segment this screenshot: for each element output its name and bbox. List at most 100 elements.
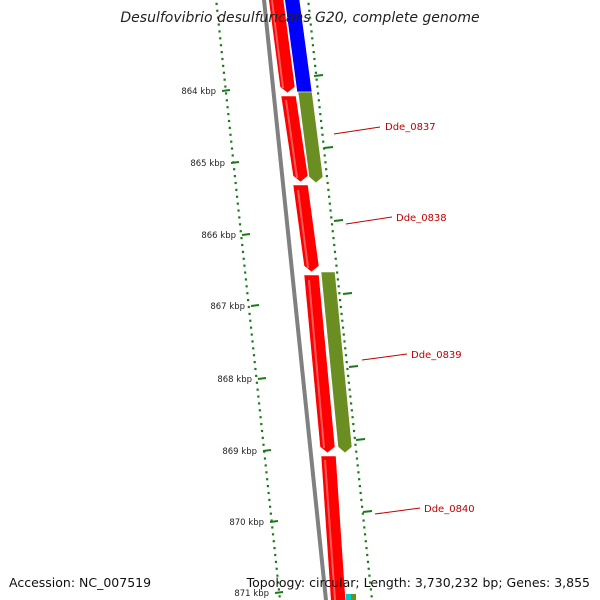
ruler-minor-tick — [219, 44, 223, 47]
outer-track-tick — [350, 402, 353, 405]
outer-track-tick — [316, 85, 319, 88]
ruler-minor-tick — [217, 23, 220, 26]
outer-track-tick — [357, 471, 360, 474]
outer-track-tick — [360, 498, 363, 501]
ruler-minor-tick — [225, 99, 228, 102]
ruler-minor-tick — [261, 436, 264, 439]
outer-track-tick — [331, 230, 334, 233]
ruler-minor-tick — [240, 237, 243, 240]
outer-track-tick — [336, 271, 339, 274]
outer-track-tick — [310, 30, 313, 33]
ruler-minor-tick — [274, 560, 278, 563]
ruler-minor-tick — [243, 264, 246, 267]
gene-highlight — [285, 99, 298, 179]
outer-track-tick — [314, 64, 317, 67]
ruler-minor-tick — [270, 519, 273, 522]
ruler-minor-tick — [219, 37, 222, 40]
gene-highlight — [308, 279, 325, 449]
outer-track-major-tick — [313, 74, 324, 77]
feature-segment-olive[interactable] — [297, 91, 324, 184]
outer-track-tick — [346, 367, 349, 371]
ruler-minor-tick — [273, 547, 276, 550]
outer-track-tick — [363, 533, 367, 536]
ruler-minor-tick — [225, 92, 228, 95]
outer-track-tick — [363, 526, 366, 529]
outer-track-tick — [336, 278, 339, 281]
ruler-minor-tick — [278, 595, 281, 598]
outer-track-tick — [342, 333, 345, 336]
outer-track-tick — [321, 133, 324, 136]
gene-label-dde_0838[interactable]: Dde_0838 — [396, 213, 447, 224]
outer-track-tick — [339, 299, 342, 302]
ruler-minor-tick — [252, 354, 256, 357]
ruler-tick-label: 867 kbp — [210, 302, 245, 312]
outer-track-tick — [347, 381, 350, 384]
ruler-major-tick — [269, 520, 279, 523]
ruler-minor-tick — [276, 574, 279, 577]
feature-segment-olive-small[interactable] — [351, 594, 356, 600]
ruler-minor-tick — [218, 30, 221, 33]
genome-summary: Topology: circular; Length: 3,730,232 bp… — [246, 575, 590, 590]
ruler-minor-tick — [268, 498, 271, 501]
outer-track-tick — [337, 285, 340, 288]
ruler-minor-tick — [260, 429, 264, 433]
ruler-minor-tick — [244, 271, 247, 274]
ruler-minor-tick — [247, 305, 250, 309]
ruler-minor-tick — [216, 16, 220, 19]
ruler-minor-tick — [231, 154, 234, 157]
gene-labels: Dde_0837 Dde_0838 Dde_0839 Dde_0840 — [333, 122, 475, 515]
ruler-minor-tick — [269, 505, 272, 508]
gene-label-leader — [333, 126, 381, 135]
ruler-minor-tick — [238, 223, 242, 226]
outer-track-tick — [317, 92, 320, 95]
outer-track-tick — [356, 464, 359, 467]
gene-label-dde_0837[interactable]: Dde_0837 — [385, 122, 436, 133]
gene-label-dde_0839[interactable]: Dde_0839 — [411, 350, 462, 361]
outer-track-tick — [341, 326, 345, 329]
outer-track-major-tick — [342, 292, 353, 295]
ruler-minor-tick — [253, 361, 256, 364]
outer-track-tick — [327, 188, 330, 191]
feature-segment-olive[interactable] — [320, 271, 353, 454]
ruler-minor-tick — [235, 188, 238, 191]
outer-track-tick — [369, 588, 372, 591]
outer-track-tick — [361, 512, 364, 515]
ruler-minor-tick — [257, 395, 260, 398]
outer-track-tick — [359, 491, 362, 495]
outer-track-tick — [332, 237, 335, 240]
outer-track-tick — [364, 540, 367, 543]
outer-track-tick — [333, 250, 337, 253]
outer-track-tick — [311, 37, 314, 40]
ruler-tick-label: 866 kbp — [201, 231, 236, 241]
outer-track-tick — [368, 574, 371, 577]
outer-track-tick — [330, 223, 334, 226]
ruler-minor-tick — [259, 416, 262, 419]
ruler-minor-tick — [244, 278, 247, 281]
ruler-minor-tick — [234, 181, 237, 185]
ruler-minor-tick — [266, 478, 269, 481]
gene-label-dde_0840[interactable]: Dde_0840 — [424, 504, 475, 515]
outer-track-tick — [330, 216, 333, 219]
ruler-minor-tick — [229, 133, 232, 136]
outer-track-tick — [354, 443, 357, 446]
outer-track-tick — [338, 292, 341, 295]
feature-segment-cyan[interactable] — [346, 594, 351, 600]
outer-track-tick — [319, 113, 322, 116]
outer-track-tick — [352, 423, 355, 426]
ruler-minor-tick — [249, 319, 252, 322]
ruler-minor-tick — [227, 119, 231, 123]
outer-track-tick — [341, 319, 344, 322]
outer-track-tick — [353, 436, 356, 439]
ruler-minor-tick — [230, 140, 233, 143]
ruler-minor-tick — [223, 78, 226, 81]
ruler-major-tick — [241, 233, 251, 236]
ruler-minor-tick — [258, 402, 261, 405]
outer-track-tick — [318, 106, 321, 109]
ruler-minor-tick — [236, 195, 239, 198]
ruler-minor-tick — [226, 106, 229, 109]
outer-track-tick — [340, 312, 343, 315]
ruler-minor-tick — [271, 533, 275, 536]
outer-track-tick — [333, 243, 336, 247]
